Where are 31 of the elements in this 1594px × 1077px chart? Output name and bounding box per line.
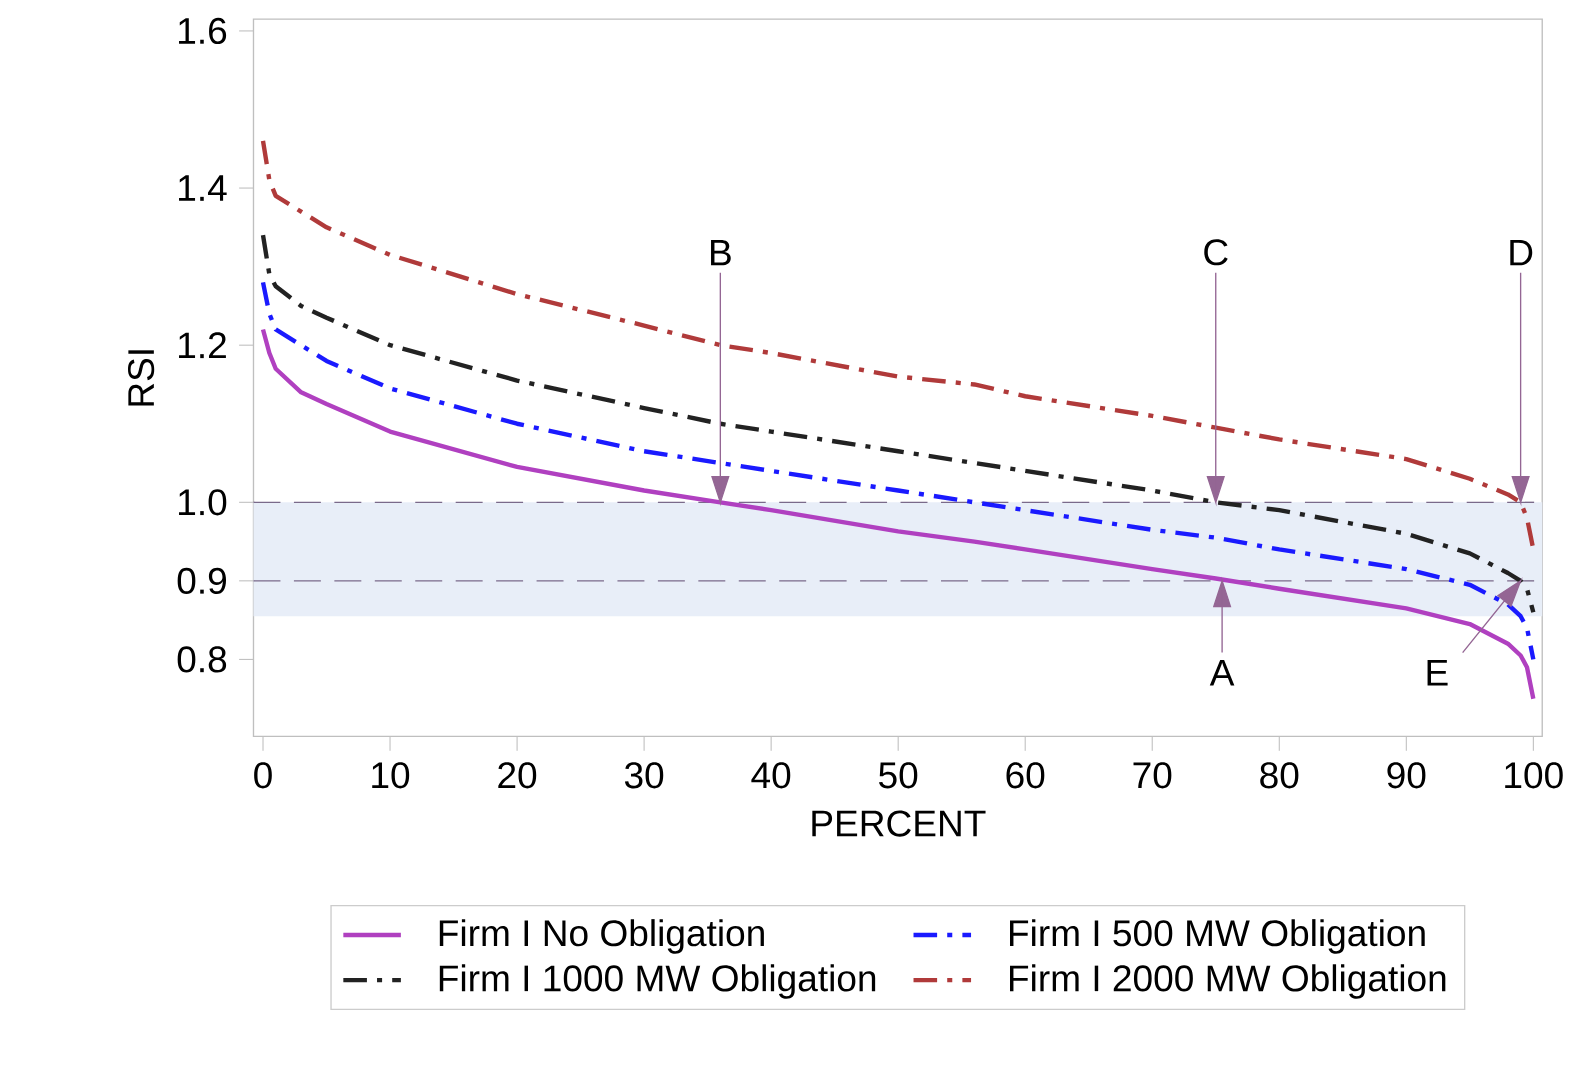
x-tick-label: 40 [751,762,791,789]
y-tick-label: 1.0 [179,489,227,516]
x-tick-label: 50 [879,762,918,789]
annotation: A [1209,660,1235,686]
x-axis-title: PERCENT [812,810,986,837]
line-series [260,327,1536,701]
annotation: E [1427,660,1448,686]
x-tick-label: 80 [1260,762,1299,789]
line-series [260,280,1536,662]
y-tick-label: 1.2 [179,332,226,359]
y-tick-label: 1.4 [179,175,227,201]
x-tick-label: 10 [372,762,410,789]
legend-label: Firm I No Obligation [439,919,764,954]
y-tick-label: 1.6 [179,17,227,45]
y-tick-label: 0.8 [177,646,227,673]
line-series [260,233,1536,615]
annotation: B [711,239,731,266]
legend-label: Firm I 2000 MW Obligation [1010,964,1446,999]
x-tick-label: 20 [498,762,537,789]
x-tick-label: 90 [1387,762,1426,789]
x-tick-label: 60 [1006,762,1045,789]
x-tick-label: 70 [1133,762,1172,789]
legend-label: Firm I 500 MW Obligation [1010,919,1425,954]
annotation: D [1510,239,1533,266]
annotation: C [1204,239,1228,266]
x-tick-label: 30 [624,762,664,789]
y-tick-label: 0.9 [177,567,227,595]
legend-label: Firm I 1000 MW Obligation [439,964,876,999]
x-tick-label: 0 [254,762,272,789]
y-axis-title: RSI [128,350,155,406]
x-tick-label: 100 [1505,762,1563,789]
